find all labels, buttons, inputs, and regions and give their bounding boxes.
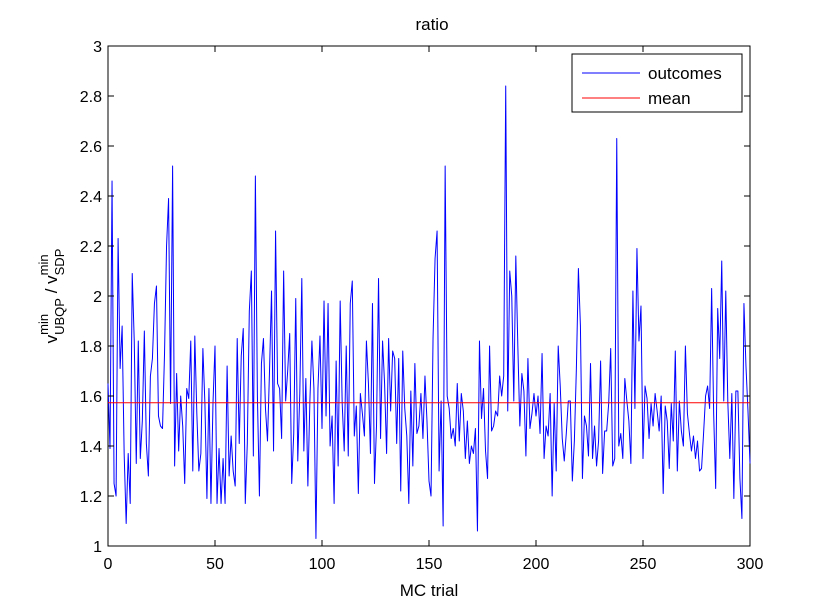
legend-label-mean: mean	[648, 89, 691, 108]
x-tick-label-4: 200	[523, 556, 550, 573]
y-label-sub-2: SDP	[52, 249, 67, 276]
y-tick-label-8: 2.6	[80, 139, 102, 156]
y-axis-label: vUBQPmin / vSDPmin	[36, 249, 67, 344]
y-label-sup-1: min	[36, 314, 51, 335]
y-tick-label-2: 1.4	[80, 439, 102, 456]
y-tick-labels: 1 1.2 1.4 1.6 1.8 2 2.2 2.4 2.6 2.8 3	[80, 39, 102, 556]
x-tick-label-5: 250	[630, 556, 657, 573]
y-tick-label-6: 2.2	[80, 239, 102, 256]
y-tick-label-1: 1.2	[80, 489, 102, 506]
x-tick-label-2: 100	[309, 556, 336, 573]
y-label-sup-2: min	[36, 254, 51, 275]
x-tick-label-6: 300	[737, 556, 764, 573]
x-axis-label: MC trial	[400, 581, 459, 600]
ticks-group	[107, 45, 751, 547]
y-tick-label-4: 1.8	[80, 339, 102, 356]
y-tick-label-3: 1.6	[80, 389, 102, 406]
plot-area	[107, 45, 751, 547]
legend-box	[571, 53, 743, 113]
y-tick-label-10: 3	[93, 39, 102, 56]
y-label-base-1: v	[42, 334, 61, 343]
legend: outcomes mean	[571, 53, 743, 113]
series-line-outcomes	[107, 85, 751, 539]
x-tick-label-3: 150	[416, 556, 443, 573]
y-tick-label-5: 2	[93, 289, 102, 306]
y-tick-label-7: 2.4	[80, 189, 102, 206]
series-group	[107, 85, 751, 539]
x-tick-label-1: 50	[206, 556, 224, 573]
y-label-sub-1: UBQP	[52, 298, 67, 335]
x-tick-labels: 0 50 100 150 200 250 300	[104, 556, 764, 573]
y-tick-label-0: 1	[93, 539, 102, 556]
y-label-slash: /	[42, 284, 61, 298]
y-tick-label-9: 2.8	[80, 89, 102, 106]
chart-title: ratio	[415, 15, 448, 34]
y-label-base-2: v	[42, 275, 61, 284]
legend-label-outcomes: outcomes	[648, 64, 722, 83]
x-tick-label-0: 0	[104, 556, 113, 573]
